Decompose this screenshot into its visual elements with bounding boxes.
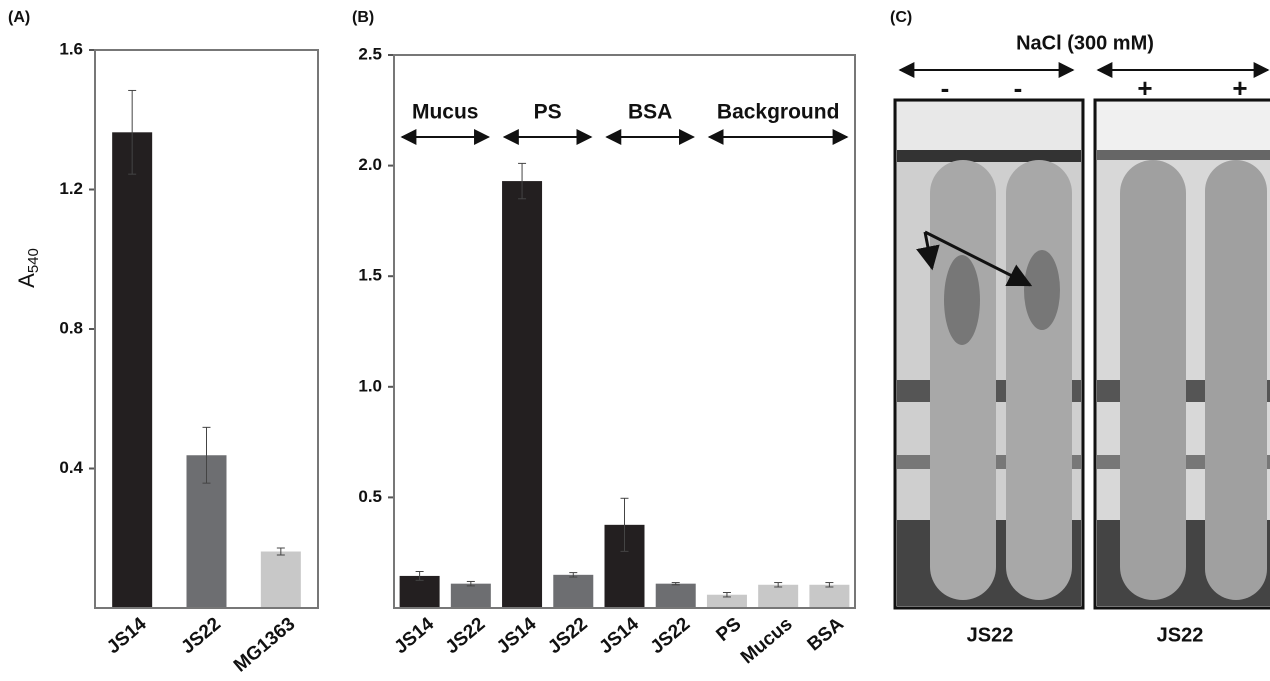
group-label: Mucus (412, 101, 479, 124)
sign: - (1014, 73, 1023, 103)
y-tick-label: 0.8 (59, 318, 83, 337)
y-tick-label: 1.0 (358, 376, 382, 395)
bar (451, 584, 491, 608)
x-tick-label: JS14 (595, 613, 643, 658)
x-tick-label: JS14 (391, 613, 439, 658)
photo-caption: JS22 (967, 624, 1014, 646)
photo-panel (895, 70, 1270, 608)
bar (553, 575, 593, 608)
photo-caption: JS22 (1157, 624, 1204, 646)
sign: - (941, 73, 950, 103)
y-tick-label: 1.6 (59, 39, 83, 58)
x-tick-label: MG1363 (230, 614, 299, 677)
y-tick-label: 2.5 (358, 44, 382, 63)
y-tick-label: 1.2 (59, 179, 83, 198)
bar (261, 552, 301, 608)
x-tick-label: JS14 (493, 613, 541, 658)
x-tick-label: JS22 (647, 614, 694, 659)
bar (502, 181, 542, 608)
y-tick-label: 2.0 (358, 155, 382, 174)
photo-title: NaCl (300 mM) (1016, 32, 1154, 54)
bar (656, 584, 696, 608)
y-tick-label: 1.5 (358, 266, 382, 285)
y-tick-label: 0.5 (358, 487, 382, 506)
group-label: BSA (628, 101, 672, 124)
y-tick-label: 0.4 (59, 458, 83, 477)
x-tick-label: JS22 (177, 614, 224, 659)
x-tick-label: PS (712, 614, 745, 646)
sign: + (1137, 73, 1152, 103)
x-tick-label: JS22 (442, 614, 489, 659)
x-tick-label: BSA (804, 613, 848, 655)
y-axis-label-sub: 540 (25, 248, 42, 273)
bar (809, 585, 849, 608)
group-label: PS (534, 101, 562, 124)
bar (112, 132, 152, 608)
y-axis-label: A540 (14, 248, 42, 288)
panel-label: (A) (8, 9, 30, 26)
x-tick-label: Mucus (737, 614, 797, 669)
x-tick-label: JS22 (544, 614, 591, 659)
panel-label: (C) (890, 9, 912, 26)
sign: + (1232, 73, 1247, 103)
figure: (C) NaCl (300 mM) - - + + JS22 JS22 (A) 0… (0, 0, 1270, 681)
y-axis-label-main: A (14, 273, 39, 288)
group-label: Background (717, 101, 840, 124)
panel-label: (B) (352, 9, 374, 26)
x-tick-label: JS14 (103, 613, 151, 658)
bar (758, 585, 798, 608)
